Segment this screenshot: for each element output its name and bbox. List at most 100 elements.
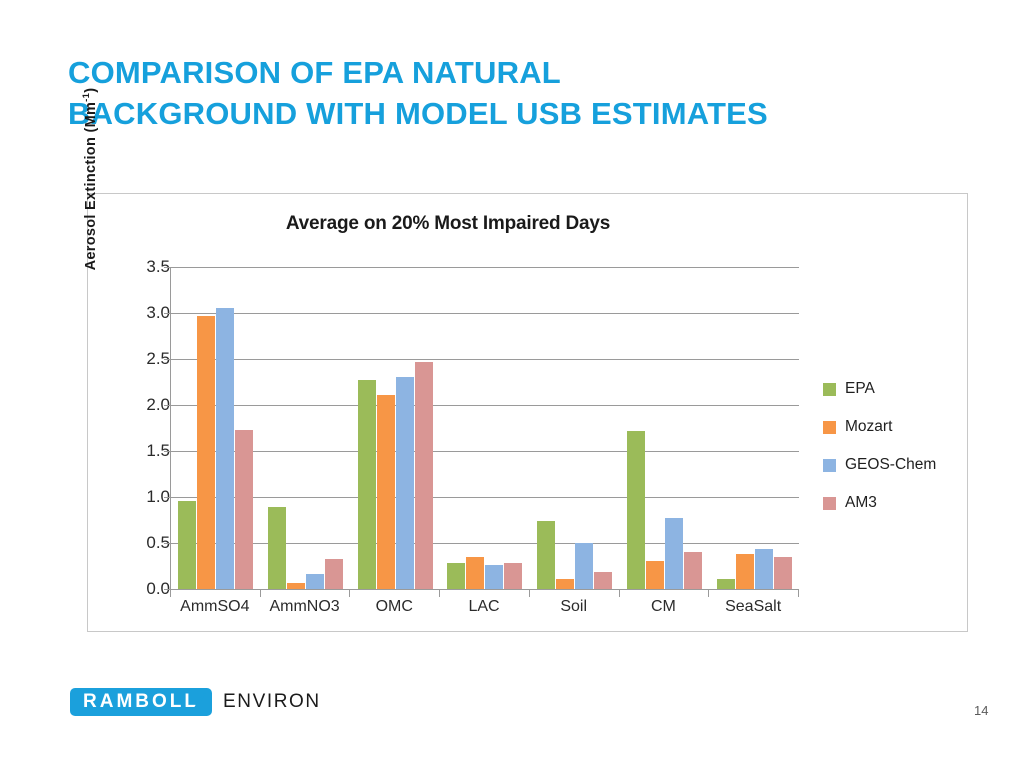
y-axis-tick-mark bbox=[164, 405, 170, 406]
category-axis-tick bbox=[259, 589, 261, 597]
category-axis-tick bbox=[618, 589, 620, 597]
bar bbox=[466, 556, 485, 589]
legend-item-label: EPA bbox=[845, 380, 875, 397]
bar bbox=[485, 565, 504, 589]
y-axis-tick-label: 2.5 bbox=[146, 349, 170, 368]
bar bbox=[716, 578, 735, 589]
plot-area bbox=[170, 267, 799, 590]
y-axis-tick-label: 2.0 bbox=[146, 395, 170, 414]
ramboll-wordmark-text: RAMBOLL bbox=[83, 691, 199, 712]
gridline bbox=[171, 359, 799, 360]
bar-group bbox=[620, 267, 710, 589]
y-axis-tick-mark bbox=[164, 359, 170, 360]
gridline bbox=[171, 543, 799, 544]
bar bbox=[594, 571, 613, 589]
chart-container: Average on 20% Most Impaired Days Aeroso… bbox=[81, 88, 968, 632]
gridline bbox=[171, 497, 799, 498]
y-axis-title-text: Aerosol Extinction (Mm bbox=[82, 101, 99, 271]
bar bbox=[178, 500, 197, 589]
gridline bbox=[171, 451, 799, 452]
y-axis-ticks: 3.5 3.0 2.5 2.0 1.5 1.0 0.5 0.0 bbox=[88, 257, 170, 598]
y-axis-tick-label: 1.0 bbox=[146, 487, 170, 506]
bar bbox=[504, 563, 523, 589]
bar bbox=[197, 315, 216, 589]
bar bbox=[414, 361, 433, 589]
ramboll-wordmark: RAMBOLL bbox=[70, 688, 212, 716]
bar bbox=[773, 556, 792, 589]
legend-swatch-icon bbox=[823, 420, 836, 434]
bar bbox=[287, 582, 306, 589]
legend-item[interactable]: AM3 bbox=[823, 484, 963, 522]
environ-wordmark: ENVIRON bbox=[222, 691, 321, 712]
bar bbox=[447, 563, 466, 589]
category-axis-line bbox=[170, 589, 798, 590]
y-axis-tick-mark bbox=[164, 497, 170, 498]
bar bbox=[235, 429, 254, 589]
legend-item-label: Mozart bbox=[845, 418, 893, 435]
category-axis-tick bbox=[439, 589, 441, 597]
page-title-line-1: COMPARISON OF EPA NATURAL bbox=[68, 55, 561, 90]
bar-group bbox=[171, 267, 261, 589]
category-axis-label: AmmNO3 bbox=[269, 598, 340, 615]
bar bbox=[754, 548, 773, 589]
page-title-line-2: BACKGROUND WITH MODEL USB ESTIMATES bbox=[68, 96, 768, 132]
y-axis-title-tail: ) bbox=[82, 87, 99, 93]
bar-group bbox=[261, 267, 351, 589]
y-axis-tick-mark bbox=[164, 543, 170, 544]
y-axis-tick-mark bbox=[164, 267, 170, 268]
legend-item[interactable]: EPA bbox=[823, 370, 963, 408]
y-axis-tick-label: 1.5 bbox=[146, 441, 170, 460]
category-axis-label: CM bbox=[650, 598, 676, 615]
category-axis-label: OMC bbox=[375, 598, 413, 615]
gridline bbox=[171, 313, 799, 314]
y-axis-title-exponent: -1 bbox=[81, 92, 92, 102]
bar bbox=[268, 507, 287, 589]
gridline bbox=[171, 267, 799, 268]
chart-title: Average on 20% Most Impaired Days bbox=[285, 213, 611, 234]
bar-group bbox=[440, 267, 530, 589]
page-number: 14 bbox=[974, 703, 989, 718]
legend-item-label: GEOS-Chem bbox=[845, 456, 937, 473]
bar bbox=[626, 430, 645, 589]
legend-swatch-icon bbox=[823, 382, 836, 396]
category-axis-label: SeaSalt bbox=[725, 598, 782, 615]
bar bbox=[556, 578, 575, 589]
bar bbox=[664, 518, 683, 589]
bar bbox=[735, 554, 754, 589]
category-axis-tick bbox=[708, 589, 710, 597]
category-axis-label: LAC bbox=[468, 598, 500, 615]
gridline bbox=[171, 405, 799, 406]
bar bbox=[537, 520, 556, 589]
y-axis-tick-label: 3.5 bbox=[146, 257, 170, 276]
ramboll-environ-logo: RAMBOLL ENVIRON bbox=[70, 688, 321, 716]
category-axis-tick bbox=[528, 589, 530, 597]
chart-legend: EPA Mozart GEOS-Chem AM3 bbox=[823, 370, 963, 522]
y-axis-tick-mark bbox=[164, 451, 170, 452]
bar bbox=[645, 561, 664, 589]
bar bbox=[575, 543, 594, 589]
bar bbox=[376, 394, 395, 589]
y-axis-tick-mark bbox=[164, 589, 170, 590]
y-axis-tick-mark bbox=[164, 313, 170, 314]
category-axis-tick bbox=[170, 589, 171, 597]
bar bbox=[325, 558, 344, 589]
category-axis-tick bbox=[798, 589, 799, 597]
legend-item[interactable]: Mozart bbox=[823, 408, 963, 446]
bar bbox=[683, 552, 702, 589]
legend-swatch-icon bbox=[823, 458, 836, 472]
y-axis-tick-label: 3.0 bbox=[146, 303, 170, 322]
legend-swatch-icon bbox=[823, 496, 836, 510]
bar bbox=[306, 574, 325, 589]
y-axis-tick-label: 0.5 bbox=[146, 533, 170, 552]
bar bbox=[395, 377, 414, 589]
legend-item[interactable]: GEOS-Chem bbox=[823, 446, 963, 484]
bar bbox=[357, 380, 376, 589]
category-axis-label: AmmSO4 bbox=[180, 598, 250, 615]
y-axis-tick-label: 0.0 bbox=[146, 579, 170, 598]
bar-group bbox=[709, 267, 799, 589]
legend-item-label: AM3 bbox=[845, 494, 877, 511]
bar bbox=[216, 308, 235, 589]
page-title: COMPARISON OF EPA NATURAL BACKGROUND WIT… bbox=[68, 52, 968, 134]
category-axis-tick bbox=[349, 589, 351, 597]
category-axis-label: Soil bbox=[560, 598, 588, 615]
